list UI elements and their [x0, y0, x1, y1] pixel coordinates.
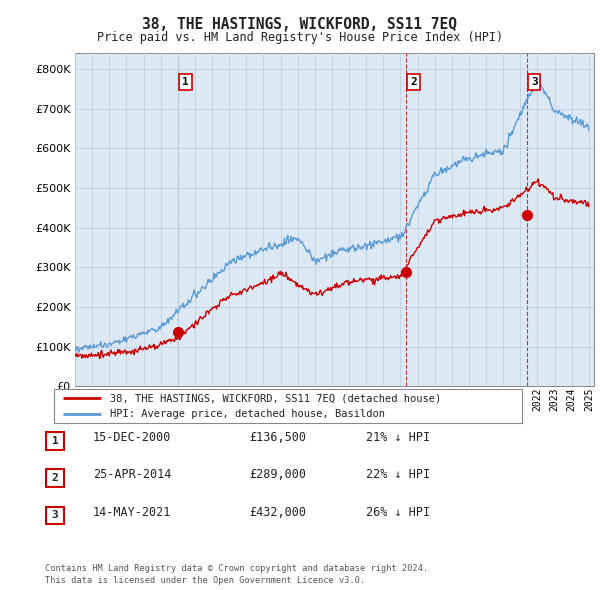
- Text: 26% ↓ HPI: 26% ↓ HPI: [366, 506, 430, 519]
- Text: £289,000: £289,000: [249, 468, 306, 481]
- Text: Price paid vs. HM Land Registry's House Price Index (HPI): Price paid vs. HM Land Registry's House …: [97, 31, 503, 44]
- Text: 2: 2: [52, 473, 58, 483]
- Text: £432,000: £432,000: [249, 506, 306, 519]
- Text: 38, THE HASTINGS, WICKFORD, SS11 7EQ: 38, THE HASTINGS, WICKFORD, SS11 7EQ: [143, 17, 458, 31]
- Text: 1: 1: [182, 77, 189, 87]
- FancyBboxPatch shape: [46, 470, 64, 487]
- FancyBboxPatch shape: [46, 507, 64, 524]
- Text: 1: 1: [52, 436, 58, 446]
- Text: Contains HM Land Registry data © Crown copyright and database right 2024.
This d: Contains HM Land Registry data © Crown c…: [45, 565, 428, 585]
- FancyBboxPatch shape: [54, 389, 522, 423]
- Text: 25-APR-2014: 25-APR-2014: [93, 468, 172, 481]
- Text: 3: 3: [531, 77, 538, 87]
- Text: 15-DEC-2000: 15-DEC-2000: [93, 431, 172, 444]
- Text: 3: 3: [52, 510, 58, 520]
- Text: 2: 2: [410, 77, 417, 87]
- Text: 22% ↓ HPI: 22% ↓ HPI: [366, 468, 430, 481]
- Text: HPI: Average price, detached house, Basildon: HPI: Average price, detached house, Basi…: [110, 409, 385, 419]
- Text: 38, THE HASTINGS, WICKFORD, SS11 7EQ (detached house): 38, THE HASTINGS, WICKFORD, SS11 7EQ (de…: [110, 393, 442, 403]
- Text: 14-MAY-2021: 14-MAY-2021: [93, 506, 172, 519]
- FancyBboxPatch shape: [46, 432, 64, 450]
- Text: £136,500: £136,500: [249, 431, 306, 444]
- Text: 21% ↓ HPI: 21% ↓ HPI: [366, 431, 430, 444]
